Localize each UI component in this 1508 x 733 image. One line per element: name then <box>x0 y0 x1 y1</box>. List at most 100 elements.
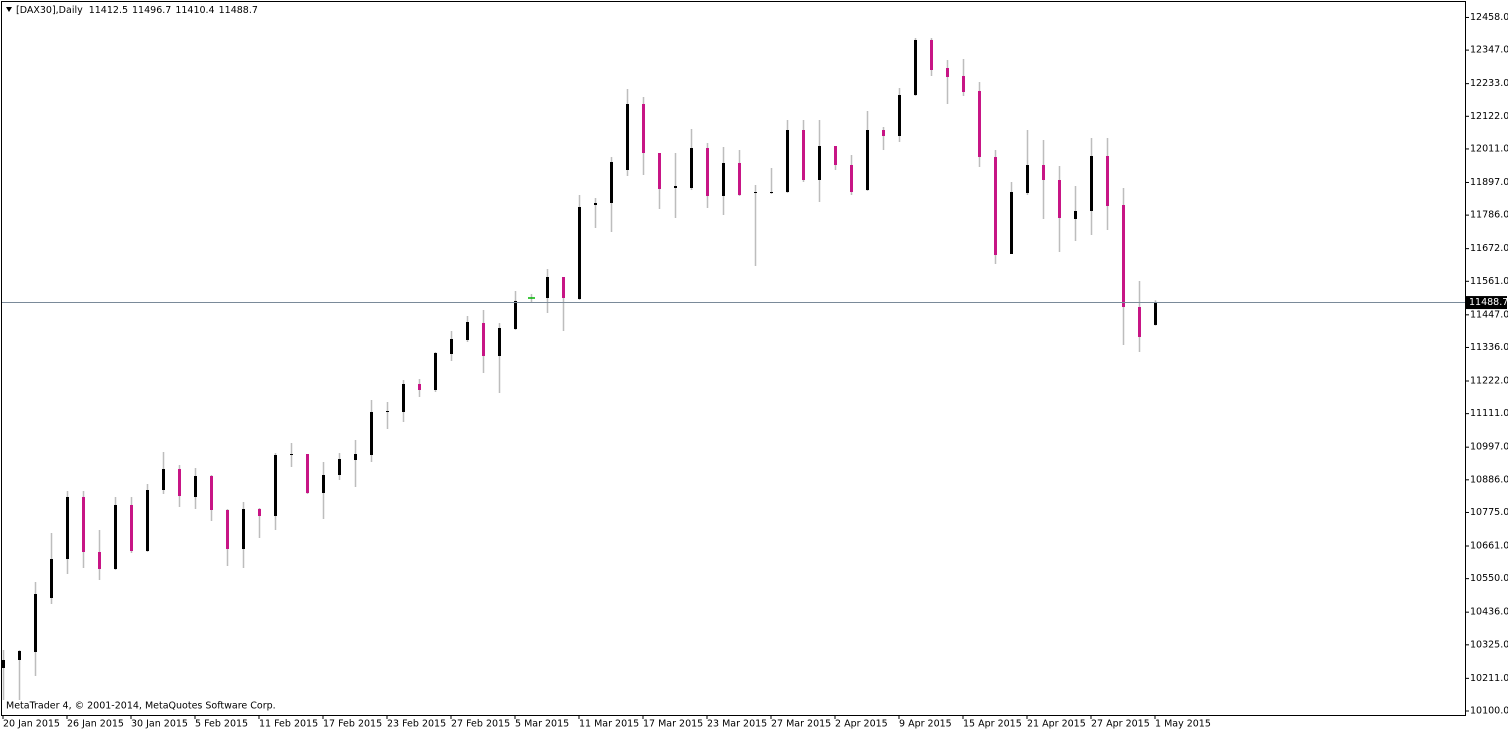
candle-body <box>946 68 949 77</box>
y-tick-label: 10211.0 <box>1470 673 1508 684</box>
candle-body <box>546 277 549 298</box>
candle-body <box>274 455 277 516</box>
candle-body <box>370 412 373 455</box>
candle-body <box>210 476 213 510</box>
candle-body <box>450 339 453 354</box>
chart-title: [DAX30],Daily <box>16 5 83 16</box>
candle-body <box>754 192 757 193</box>
x-tick-label: 9 Apr 2015 <box>899 719 952 730</box>
candle-body <box>626 104 629 170</box>
candle-body <box>34 594 37 652</box>
candle-body <box>258 509 261 516</box>
candle-body <box>306 454 309 493</box>
y-tick-label: 12122.0 <box>1470 111 1508 122</box>
candle-body <box>242 509 245 549</box>
x-tick-label: 2 Apr 2015 <box>835 719 888 730</box>
candle-body <box>226 510 229 549</box>
y-tick-label: 12233.0 <box>1470 78 1508 89</box>
candle-body <box>1122 205 1125 307</box>
x-tick-label: 23 Feb 2015 <box>387 719 446 730</box>
candle-body <box>290 454 293 455</box>
x-tick-label: 27 Apr 2015 <box>1091 719 1150 730</box>
candle-body <box>2 660 5 668</box>
candle-body <box>418 384 421 390</box>
y-tick-label: 12458.0 <box>1470 12 1508 23</box>
low-value: 11410.4 <box>175 5 214 16</box>
footer: MetaTrader 4, © 2001-2014, MetaQuotes So… <box>6 701 276 712</box>
x-tick-label: 20 Jan 2015 <box>3 719 60 730</box>
x-tick-label: 1 May 2015 <box>1155 719 1211 730</box>
candle-body <box>1026 165 1029 193</box>
x-tick-label: 23 Mar 2015 <box>707 719 767 730</box>
candle-body <box>322 475 325 493</box>
y-tick-label: 11222.0 <box>1470 376 1508 387</box>
candle-body <box>690 148 693 188</box>
candle-body <box>1058 180 1061 218</box>
y-tick-label: 12011.0 <box>1470 143 1508 154</box>
candle-body <box>930 40 933 70</box>
y-tick-label: 10997.0 <box>1470 442 1508 453</box>
close-value: 11488.7 <box>219 5 258 16</box>
y-tick-label: 10886.0 <box>1470 474 1508 485</box>
y-tick-label: 10775.0 <box>1470 507 1508 518</box>
candle-body <box>914 40 917 95</box>
candle-body <box>818 146 821 180</box>
header: [DAX30],Daily 11412.5 11496.7 11410.4 11488.… <box>16 5 258 16</box>
candle-body <box>1138 307 1141 337</box>
candle-body <box>1010 192 1013 254</box>
candle-body <box>674 186 677 188</box>
x-tick-label: 15 Apr 2015 <box>963 719 1022 730</box>
candle-body <box>770 192 773 193</box>
candle-body <box>802 130 805 180</box>
candle-body <box>498 328 501 356</box>
candle-body <box>82 497 85 552</box>
y-tick-label: 11336.0 <box>1470 342 1508 353</box>
candle-body <box>114 505 117 569</box>
candle-body <box>146 490 149 551</box>
candle-body <box>786 130 789 192</box>
y-tick-label: 10325.0 <box>1470 639 1508 650</box>
candle-body <box>738 163 741 195</box>
candle-body <box>482 323 485 356</box>
y-tick-label: 11672.0 <box>1470 243 1508 254</box>
y-tick-label: 11561.0 <box>1470 276 1508 287</box>
candle-body <box>882 130 885 136</box>
candle-body <box>338 459 341 475</box>
x-tick-label: 11 Feb 2015 <box>259 719 318 730</box>
candle-body <box>130 505 133 551</box>
x-tick-label: 30 Jan 2015 <box>131 719 188 730</box>
y-tick-label: 11111.0 <box>1470 408 1508 419</box>
open-value: 11412.5 <box>89 5 128 16</box>
x-tick-label: 17 Feb 2015 <box>323 719 382 730</box>
plot-frame <box>1 1 1466 716</box>
candle-body <box>194 476 197 497</box>
candle-body <box>1090 156 1093 211</box>
x-tick-label: 27 Mar 2015 <box>771 719 831 730</box>
x-tick-label: 11 Mar 2015 <box>579 719 639 730</box>
candle-body <box>50 559 53 598</box>
high-value: 11496.7 <box>132 5 171 16</box>
y-tick-label: 11786.0 <box>1470 210 1508 221</box>
y-tick-label: 10436.0 <box>1470 607 1508 618</box>
x-tick-label: 17 Mar 2015 <box>643 719 703 730</box>
candle-body <box>66 497 69 559</box>
candle-body <box>162 469 165 490</box>
candle-body <box>706 148 709 196</box>
candle-body <box>594 203 597 205</box>
candle-body <box>834 146 837 165</box>
candle-body <box>658 153 661 189</box>
candle-body <box>850 165 853 192</box>
candle-body <box>434 353 437 390</box>
candle-body <box>18 651 21 660</box>
y-tick-label: 10661.0 <box>1470 541 1508 552</box>
last-price-label: 11488.7 <box>1469 297 1508 308</box>
candle-body <box>1106 156 1109 206</box>
candle-body <box>98 552 101 569</box>
x-tick-label: 27 Feb 2015 <box>451 719 510 730</box>
menu-arrow[interactable] <box>6 7 12 12</box>
candle-body <box>994 157 997 255</box>
candle-body <box>866 130 869 190</box>
candle-body <box>578 207 581 299</box>
candle-body <box>610 162 613 203</box>
